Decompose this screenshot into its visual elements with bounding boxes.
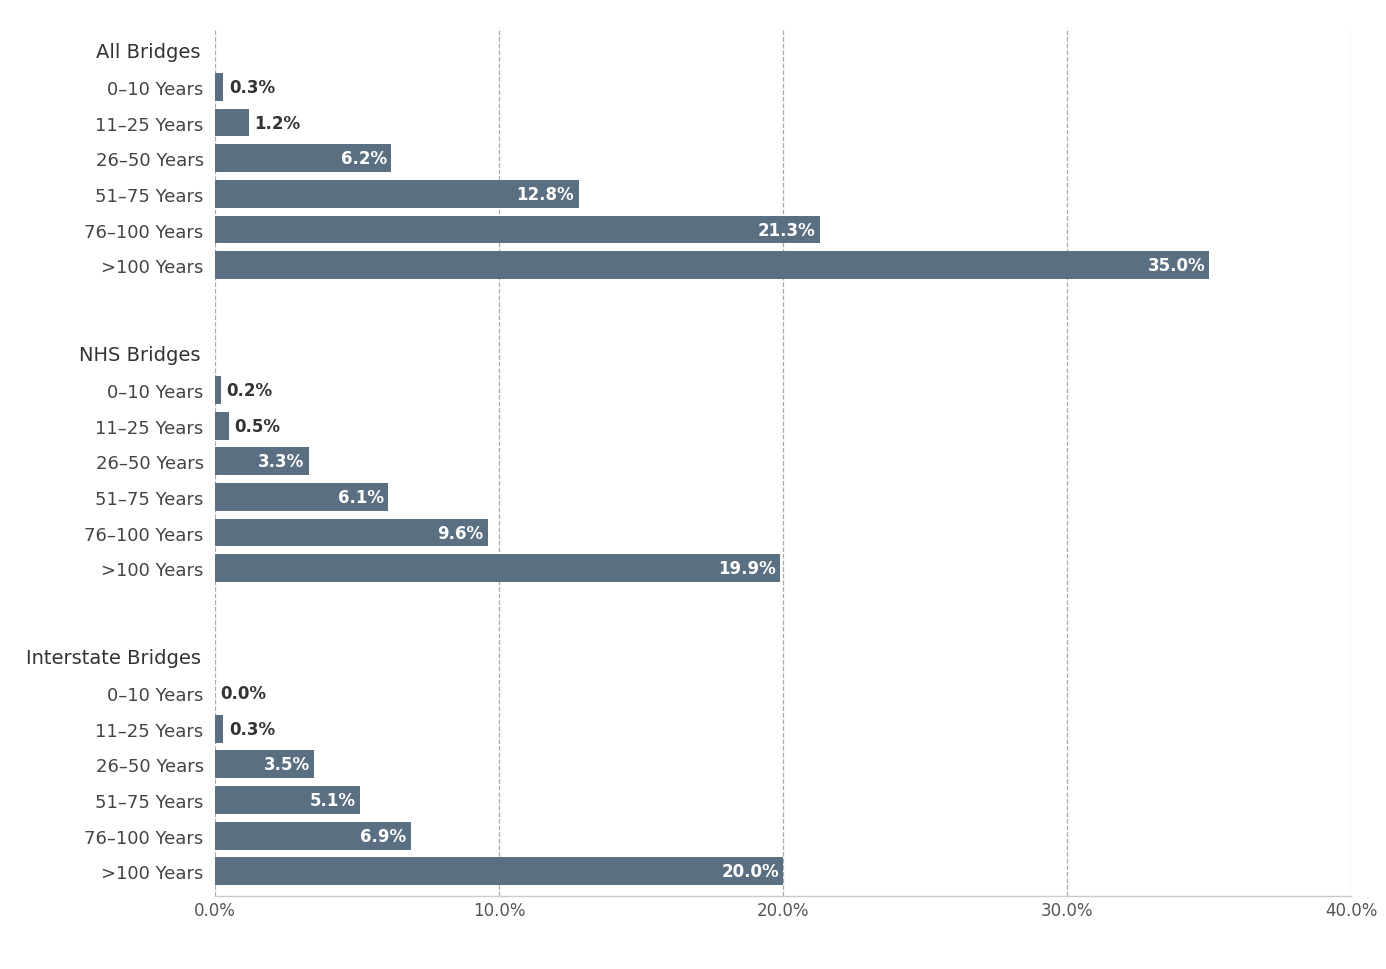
Text: NHS Bridges: NHS Bridges	[79, 346, 201, 364]
Text: 3.3%: 3.3%	[258, 453, 305, 471]
Text: 35.0%: 35.0%	[1148, 257, 1204, 275]
Bar	[215, 448, 309, 476]
Bar	[215, 412, 229, 440]
Bar	[215, 858, 783, 886]
Text: 0.2%: 0.2%	[226, 382, 272, 399]
Text: All Bridges: All Bridges	[96, 43, 201, 62]
Text: Interstate Bridges: Interstate Bridges	[25, 648, 201, 668]
Bar	[215, 519, 488, 547]
Text: 0.3%: 0.3%	[229, 78, 276, 97]
Text: 0.3%: 0.3%	[229, 720, 276, 738]
Text: 6.1%: 6.1%	[338, 488, 384, 507]
Text: 3.5%: 3.5%	[263, 756, 310, 773]
Bar	[215, 555, 780, 582]
Bar	[215, 109, 249, 138]
Text: 9.6%: 9.6%	[437, 524, 484, 542]
Bar	[215, 252, 1209, 280]
Bar	[215, 181, 578, 208]
Bar	[215, 377, 220, 404]
Bar	[215, 786, 360, 814]
Bar	[215, 822, 410, 850]
Text: 20.0%: 20.0%	[721, 862, 779, 881]
Text: 1.2%: 1.2%	[255, 114, 301, 133]
Bar	[215, 145, 391, 172]
Text: 21.3%: 21.3%	[758, 221, 816, 239]
Text: 12.8%: 12.8%	[517, 186, 574, 203]
Text: 19.9%: 19.9%	[718, 560, 776, 578]
Bar	[215, 715, 223, 743]
Bar	[215, 74, 223, 102]
Text: 0.0%: 0.0%	[220, 684, 266, 703]
Bar	[215, 484, 388, 512]
Text: 0.5%: 0.5%	[234, 418, 281, 435]
Text: 5.1%: 5.1%	[309, 791, 355, 809]
Bar	[215, 751, 315, 778]
Text: 6.9%: 6.9%	[360, 827, 406, 845]
Text: 6.2%: 6.2%	[341, 150, 387, 168]
Bar	[215, 216, 821, 244]
